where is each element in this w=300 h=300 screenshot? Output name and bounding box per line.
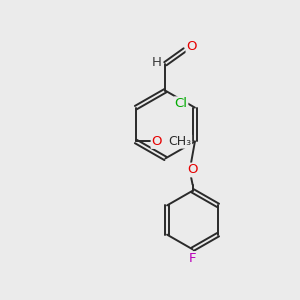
Text: O: O [187,40,197,52]
Text: F: F [189,252,196,265]
Text: H: H [152,56,162,69]
Text: O: O [152,135,162,148]
Text: O: O [187,164,198,176]
Text: Cl: Cl [175,97,188,110]
Text: CH₃: CH₃ [168,135,191,148]
